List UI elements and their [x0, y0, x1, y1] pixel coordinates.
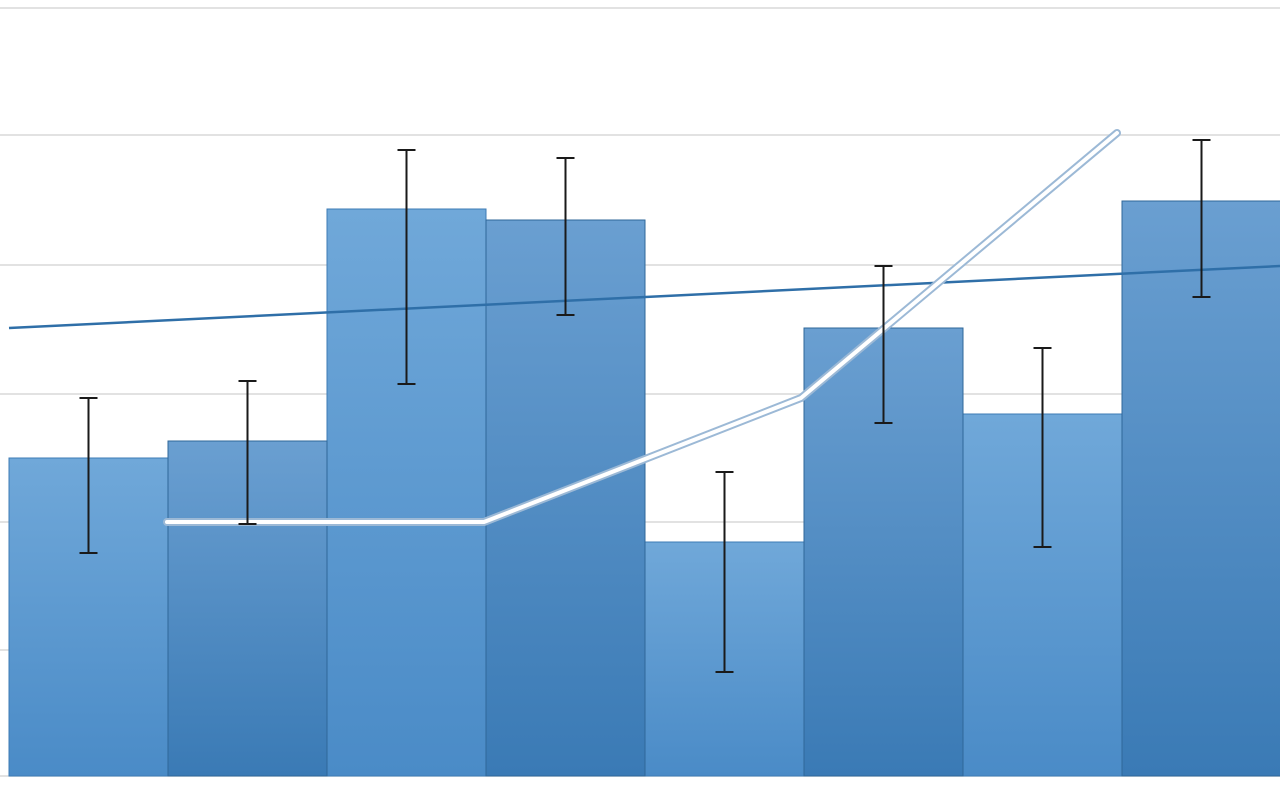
bar-chart: [0, 0, 1280, 785]
chart-svg: [0, 0, 1280, 785]
